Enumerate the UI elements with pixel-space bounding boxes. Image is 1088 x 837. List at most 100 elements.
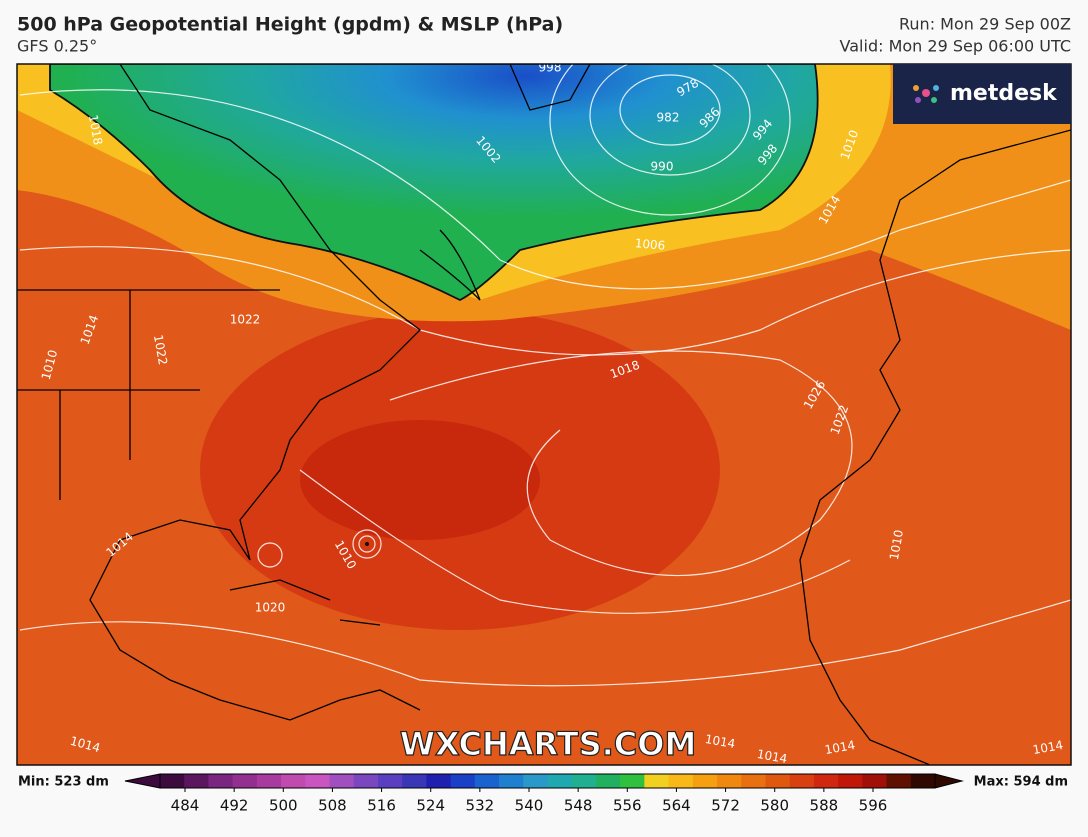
- greenland: [509, 64, 591, 111]
- isobar: [358, 535, 376, 553]
- logo-dot: [913, 85, 919, 91]
- colorbar-arrow-right: [934, 773, 964, 789]
- newfoundland: [419, 229, 481, 301]
- isobar: [257, 542, 283, 568]
- valid-time: Valid: Mon 29 Sep 06:00 UTC: [840, 37, 1071, 56]
- colorbar-segment: [910, 774, 936, 788]
- colorbar-segment: [765, 774, 791, 788]
- isobar: [389, 350, 853, 577]
- colorbar-segment: [862, 774, 888, 788]
- logo-text: metdesk: [950, 81, 1058, 106]
- isobar-label: 1018: [86, 114, 105, 147]
- borders: [17, 289, 280, 500]
- isobar-label: 990: [651, 160, 674, 174]
- colorbar-tick-label: 596: [859, 797, 888, 815]
- colorbar-segment: [838, 774, 863, 788]
- isobar: [299, 469, 851, 614]
- colorbar-segment: [644, 774, 670, 788]
- colorbar-frame: [159, 773, 936, 789]
- colorbar-segment: [402, 774, 427, 788]
- isobar: [19, 89, 1071, 290]
- isobar: [352, 529, 382, 559]
- logo-icon: [913, 85, 939, 103]
- logo-dot: [922, 89, 930, 97]
- isobar: [589, 64, 751, 176]
- model-name: GFS 0.25°: [17, 37, 97, 56]
- isobar-label: 1010: [887, 529, 906, 562]
- colorbar-segment: [571, 774, 597, 788]
- isobar-label: 1014: [704, 732, 737, 751]
- colorbar-tick-label: 516: [367, 797, 396, 815]
- isobar-label: 1020: [255, 601, 286, 615]
- colorbar-segment: [499, 774, 524, 788]
- colorbar-segment: [692, 774, 718, 788]
- map-frame: [16, 63, 1072, 766]
- colorbar-segment: [281, 774, 306, 788]
- colorbar: Min: 523 dm Max: 594 dm 484 492 500 508 516 5…: [18, 773, 1068, 815]
- run-time: Run: Mon 29 Sep 00Z: [899, 15, 1071, 34]
- colorbar-segment: [305, 774, 331, 788]
- colorbar-segment: [813, 774, 839, 788]
- isobar-label: 1006: [634, 236, 666, 253]
- isobar: [19, 599, 1071, 687]
- colorbar-segment: [256, 774, 282, 788]
- chart-title: 500 hPa Geopotential Height (gpdm) & MSL…: [17, 14, 563, 36]
- logo-dot: [931, 97, 937, 103]
- americas-coast: [89, 64, 421, 721]
- colorbar-segment: [547, 774, 573, 788]
- isobar-label: 982: [657, 111, 680, 125]
- colorbar-segment: [426, 774, 452, 788]
- colorbar-tick-label: 532: [466, 797, 495, 815]
- coastlines: [17, 64, 1071, 765]
- colorbar-arrow-left: [124, 773, 161, 789]
- isobar-label: 1022: [151, 334, 170, 367]
- low-field: [49, 64, 819, 302]
- colorbar-tick-label: 564: [662, 797, 691, 815]
- colorbar-segment: [160, 774, 185, 788]
- caribbean: [229, 579, 381, 626]
- colorbar-tick-label: 556: [613, 797, 642, 815]
- colorbar-tick-label: 524: [416, 797, 445, 815]
- colorbar-segment: [232, 774, 258, 788]
- colorbar-segment: [595, 774, 621, 788]
- logo-dot: [933, 85, 939, 91]
- isobar-label: 1014: [756, 747, 789, 766]
- isobar-label: 998: [539, 61, 562, 75]
- colorbar-tick-label: 508: [318, 797, 347, 815]
- colorbar-tick-label: 548: [564, 797, 593, 815]
- colorbar-tick-label: 540: [515, 797, 544, 815]
- colorbar-segment: [474, 774, 500, 788]
- colorbar-segment: [668, 774, 694, 788]
- colorbar-min: Min: 523 dm: [18, 775, 109, 790]
- colorbar-segment: [450, 774, 476, 788]
- colorbar-tick-label: 572: [711, 797, 740, 815]
- colorbar-tick-label: 588: [810, 797, 839, 815]
- isobars: [19, 64, 1071, 687]
- colorbar-segment: [717, 774, 742, 788]
- logo-dot: [915, 97, 921, 103]
- colorbar-segment: [620, 774, 645, 788]
- colorbar-tick-label: 500: [269, 797, 298, 815]
- colorbar-max: Max: 594 dm: [974, 775, 1068, 790]
- isobar-label: 1022: [230, 313, 261, 327]
- colorbar-segment: [329, 774, 355, 788]
- colorbar-segment: [523, 774, 548, 788]
- europe-africa-coast: [799, 129, 1071, 765]
- colorbar-tick-label: 484: [171, 797, 200, 815]
- colorbar-segment: [789, 774, 815, 788]
- colorbar-segment: [886, 774, 912, 788]
- isobar-label: 1014: [1032, 738, 1065, 757]
- colorbar-segment: [208, 774, 234, 788]
- high-core: [300, 420, 540, 540]
- storm-center: [365, 542, 369, 546]
- isobar: [549, 64, 791, 216]
- isobar: [19, 246, 1071, 356]
- colorbar-tick-label: 492: [220, 797, 249, 815]
- isobar: [619, 74, 721, 146]
- watermark: WXCHARTS.COM: [400, 725, 697, 763]
- isobar-label: 1014: [824, 738, 857, 757]
- colorbar-segment: [377, 774, 403, 788]
- colorbar-segment: [184, 774, 209, 788]
